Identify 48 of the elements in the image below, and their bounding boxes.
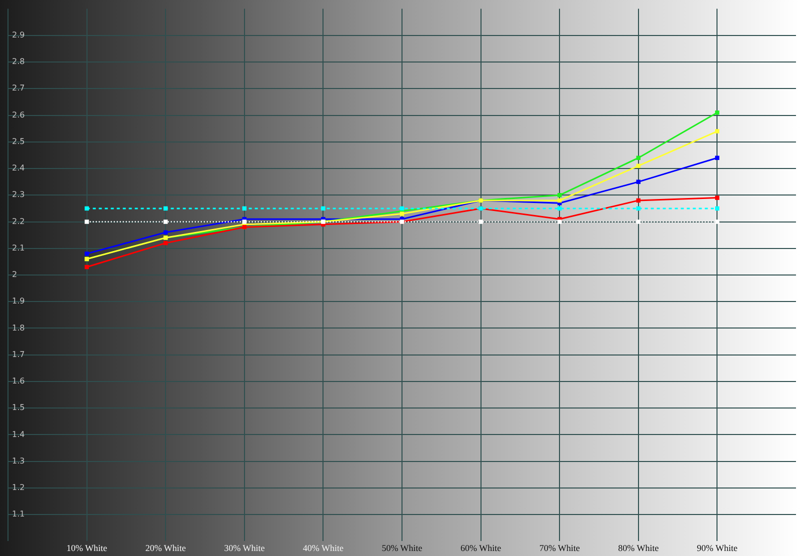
point (321, 206, 326, 211)
y-tick-label: 2.6 (12, 110, 25, 120)
x-tick-label: 30% White (224, 542, 265, 553)
y-tick-label: 2.3 (12, 190, 25, 200)
y-tick-label: 2.1 (12, 243, 25, 252)
point (557, 220, 562, 224)
point (84, 264, 89, 270)
point (636, 220, 641, 224)
point (557, 193, 562, 198)
y-tick-label: 2.8 (12, 57, 25, 66)
point (84, 220, 89, 224)
y-tick-label: 2.7 (12, 84, 25, 93)
x-tick-label: 70% White (539, 542, 580, 553)
point (400, 212, 404, 216)
x-tick-label: 80% White (618, 542, 659, 553)
point (163, 220, 168, 224)
point (242, 220, 247, 224)
x-tick-label: 40% White (302, 542, 344, 553)
point (715, 220, 720, 224)
point (715, 196, 720, 200)
y-tick-label: 1.8 (12, 323, 25, 332)
x-tick-label: 60% White (460, 542, 502, 553)
x-tick-label: 90% White (696, 542, 738, 553)
point (715, 156, 720, 160)
y-tick-label: 1.6 (12, 376, 25, 386)
y-tick-label: 2.9 (12, 30, 25, 40)
y-tick-label: 2 (12, 270, 18, 280)
x-tick-label: 50% White (382, 542, 422, 553)
point (715, 129, 720, 134)
y-tick-label: 1.3 (12, 456, 25, 466)
y-tick-label: 2.4 (12, 164, 25, 173)
point (715, 206, 720, 211)
x-tick-label: 10% White (66, 542, 108, 553)
y-tick-label: 1.9 (12, 296, 25, 306)
y-tick-label: 2.5 (12, 136, 25, 146)
point (84, 252, 89, 256)
y-tick-label: 1.5 (12, 403, 25, 412)
point (84, 206, 89, 211)
point (636, 164, 641, 168)
y-tick-label: 1.7 (12, 350, 25, 359)
x-tick-label: 20% White (145, 542, 186, 553)
y-tick-label: 2.2 (12, 216, 25, 226)
point (636, 180, 641, 184)
point (478, 220, 483, 224)
y-tick-label: 1.1 (12, 510, 25, 519)
y-tick-label: 1.4 (12, 430, 25, 439)
y-tick-label: 1.2 (12, 483, 25, 492)
point (715, 110, 720, 115)
